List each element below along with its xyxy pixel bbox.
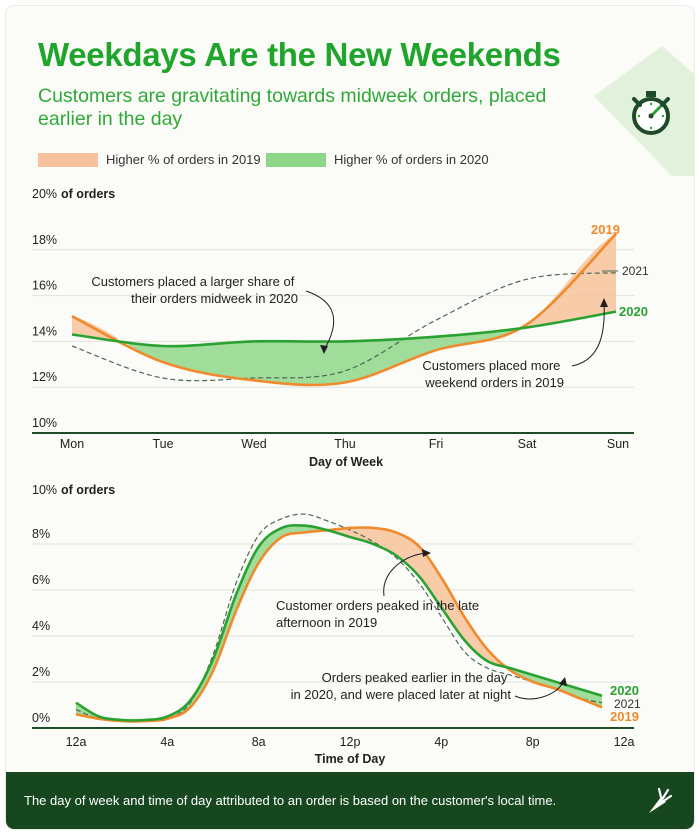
infographic-card: Weekdays Are the New Weekends Customers … — [6, 6, 694, 829]
time-of-day-chart: 10% of orders 8%6%4%2%0% 12a 4a 8a 12p 4p 8p 12… — [32, 483, 641, 766]
chart2-ylabel: 10% of orders — [32, 483, 115, 497]
x-tick-label: 12a — [614, 735, 635, 749]
y-tick-label: 6% — [32, 573, 50, 587]
chart2-line-2019 — [75, 526, 603, 723]
chart1-series-label-2021: 2021 — [622, 264, 649, 278]
chart1-annotation-weekend-arrow — [571, 301, 605, 367]
chart2-x-ticks: 12a 4a 8a 12p 4p 8p 12a — [66, 735, 635, 749]
chart2-annotation-afternoon: Customer orders peaked in the late after… — [276, 598, 483, 630]
page-subtitle: Customers are gravitating towards midwee… — [38, 85, 547, 130]
x-tick-label: Wed — [241, 437, 267, 451]
corner-decoration — [594, 46, 694, 176]
carrot-logo-icon — [649, 787, 672, 813]
chart1-annotation-weekend: Customers placed more weekend orders in … — [422, 358, 564, 390]
y-tick-label: 8% — [32, 527, 50, 541]
y-tick-label: 4% — [32, 619, 50, 633]
chart2-gridlines — [32, 543, 634, 683]
y-tick-label: 14% — [32, 324, 57, 338]
chart1-annotation-midweek-arrowhead — [320, 345, 328, 354]
stopwatch-icon — [632, 91, 670, 135]
legend-swatch-2020 — [266, 152, 326, 167]
chart1-annotation-midweek-arrow — [305, 290, 335, 351]
chart1-series-label-2019: 2019 — [591, 222, 620, 237]
legend-swatch-2019 — [38, 152, 98, 167]
chart1-xlabel: Day of Week — [309, 455, 383, 469]
charts-canvas: 20% of orders 18% 16% 14% 12% 10% Mon Tue Wed Th… — [32, 187, 649, 766]
chart1-annotation-midweek: Customers placed a larger share of their… — [91, 274, 298, 306]
day-of-week-chart: 20% of orders 18% 16% 14% 12% 10% Mon Tue Wed Th… — [32, 187, 649, 469]
footer-note: The day of week and time of day attribut… — [24, 793, 557, 808]
y-tick-label: 18% — [32, 233, 57, 247]
legend-item-2019: Higher % of orders in 2019 — [38, 152, 261, 167]
chart2-ylabel-unit: of orders — [61, 483, 115, 497]
x-tick-label: 8a — [252, 735, 266, 749]
chart2-y-ticks: 8% 6% 4% 2% 0% — [32, 527, 50, 725]
chart1-series-label-2020: 2020 — [619, 304, 648, 319]
x-tick-label: 12a — [66, 735, 87, 749]
page-title: Weekdays Are the New Weekends — [38, 36, 561, 73]
chart2-line-2020 — [75, 523, 603, 722]
chart1-line-2019 — [71, 232, 617, 387]
chart2-fill-2019-higher — [329, 527, 505, 667]
footer: The day of week and time of day attribut… — [6, 772, 694, 829]
chart2-ylabel-value: 10% — [32, 483, 57, 497]
chart2-series-label-2020: 2020 — [610, 683, 639, 698]
y-tick-label: 0% — [32, 711, 50, 725]
chart1-y-ticks: 18% 16% 14% 12% 10% — [32, 233, 57, 430]
chart2-annotation-night: Orders peaked earlier in the day in 2020… — [291, 670, 512, 702]
chart1-ylabel: 20% of orders — [32, 187, 115, 201]
chart1-ylabel-value: 20% — [32, 187, 57, 201]
x-tick-label: Sat — [518, 437, 537, 451]
chart2-annotation-afternoon-arrow — [383, 552, 427, 597]
chart2-annotation-night-arrow — [514, 681, 564, 700]
legend-item-2020: Higher % of orders in 2020 — [266, 152, 489, 167]
legend-label-2020: Higher % of orders in 2020 — [334, 152, 489, 167]
chart1-annotation-weekend-arrowhead — [600, 298, 608, 307]
x-tick-label: 12p — [340, 735, 361, 749]
x-tick-label: Thu — [334, 437, 356, 451]
x-tick-label: Fri — [429, 437, 444, 451]
chart2-annotation-afternoon-arrowhead — [422, 549, 431, 557]
y-tick-label: 12% — [32, 370, 57, 384]
legend-label-2019: Higher % of orders in 2019 — [106, 152, 261, 167]
chart1-ylabel-unit: of orders — [61, 187, 115, 201]
x-tick-label: 8p — [526, 735, 540, 749]
x-tick-label: Mon — [60, 437, 84, 451]
chart2-series-label-2021: 2021 — [614, 697, 641, 711]
y-tick-label: 16% — [32, 279, 57, 293]
x-tick-label: 4p — [434, 735, 448, 749]
chart2-xlabel: Time of Day — [315, 752, 386, 766]
chart2-annotation-night-arrowhead — [559, 677, 567, 686]
chart1-line-2021 — [71, 272, 617, 382]
y-tick-label: 2% — [32, 665, 50, 679]
chart2-series-label-2019: 2019 — [610, 709, 639, 724]
x-tick-label: Tue — [152, 437, 173, 451]
chart1-line-2020 — [71, 310, 617, 348]
chart1-x-ticks: Mon Tue Wed Thu Fri Sat Sun — [60, 437, 629, 451]
x-tick-label: Sun — [607, 437, 629, 451]
chart1-fill-2020-higher — [124, 328, 518, 385]
x-tick-label: 4a — [160, 735, 174, 749]
y-tick-label: 10% — [32, 416, 57, 430]
